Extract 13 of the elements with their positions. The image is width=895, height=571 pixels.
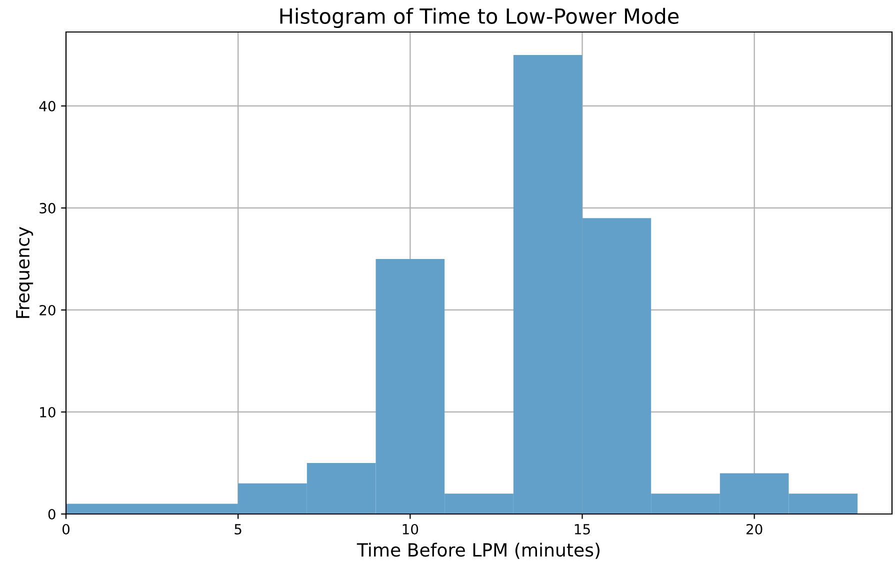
y-tick-label: 30 <box>40 202 56 214</box>
y-tick-label: 40 <box>39 100 56 112</box>
y-axis-title: Frequency <box>16 226 34 318</box>
x-tick-label: 15 <box>574 524 590 534</box>
x-tick-label: 0 <box>62 524 70 534</box>
y-tick-label: 20 <box>40 304 56 316</box>
x-tick-label: 10 <box>402 524 418 534</box>
x-axis-title: Time Before LPM (minutes) <box>356 542 600 559</box>
x-tick-label: 5 <box>234 524 242 534</box>
y-tick-label: 0 <box>48 508 56 520</box>
chart-title: Histogram of Time to Low-Power Mode <box>280 8 679 28</box>
x-tick-label: 20 <box>746 524 762 534</box>
y-tick-label: 10 <box>40 406 56 418</box>
